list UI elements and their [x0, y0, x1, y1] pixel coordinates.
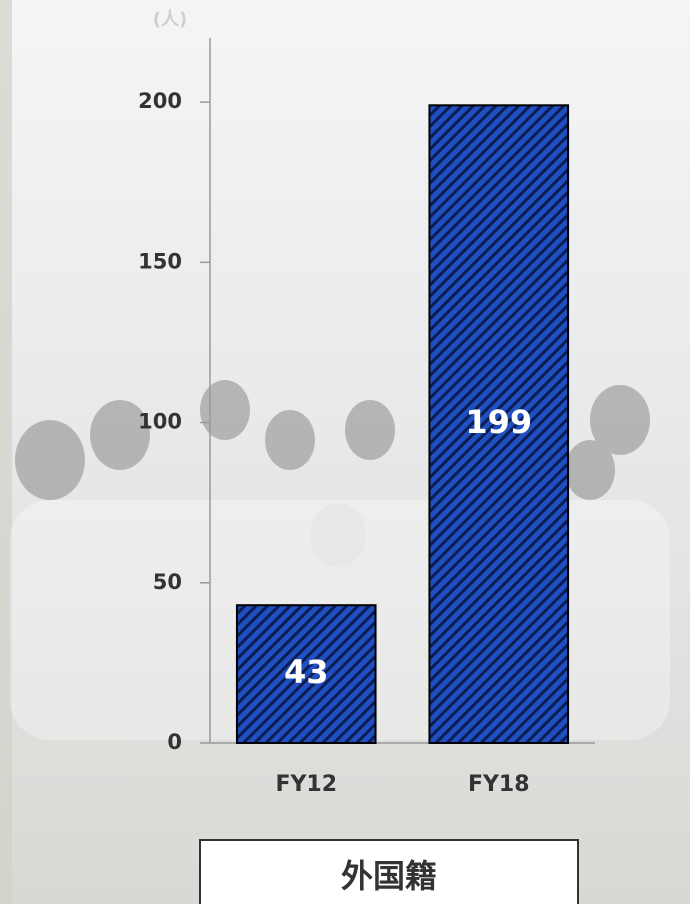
y-tick-label: 50 — [153, 570, 182, 594]
photo-edge — [0, 0, 12, 904]
value-label: 43 — [284, 653, 329, 691]
caption: 外国籍 — [341, 857, 437, 895]
caption-box — [199, 839, 579, 904]
y-tick-label: 150 — [138, 249, 182, 273]
bar — [235, 604, 377, 744]
bar — [428, 104, 570, 744]
x-tick-label: FY12 — [275, 772, 337, 797]
x-tick-label: FY18 — [468, 772, 530, 797]
y-tick-label: 200 — [138, 89, 182, 113]
y-axis-unit: (人) — [153, 9, 187, 30]
value-label: 199 — [465, 403, 532, 441]
y-tick-label: 100 — [138, 410, 182, 434]
y-tick-label: 0 — [167, 730, 182, 754]
